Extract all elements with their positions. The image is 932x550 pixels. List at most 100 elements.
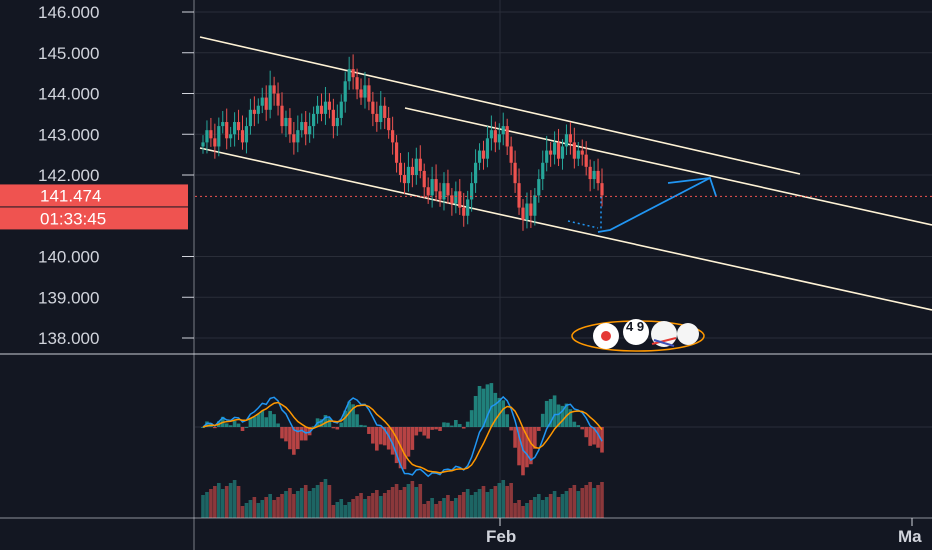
macd-hist-bar bbox=[513, 427, 517, 448]
macd-hist-bar bbox=[367, 427, 371, 434]
candle-body bbox=[225, 122, 229, 139]
volume-bar bbox=[240, 506, 245, 518]
macd-hist-bar bbox=[402, 427, 407, 470]
macd-hist-bar bbox=[339, 422, 344, 427]
candle-body bbox=[501, 126, 505, 135]
candle-body bbox=[339, 101, 343, 118]
candle-body bbox=[533, 195, 537, 216]
volume-bar bbox=[446, 495, 450, 518]
candle-body bbox=[418, 158, 422, 171]
macd-hist-bar bbox=[592, 427, 596, 445]
candle-body bbox=[276, 93, 280, 106]
volume-bar bbox=[509, 483, 513, 518]
projection-arrow[interactable] bbox=[567, 176, 717, 233]
candle-body bbox=[304, 122, 308, 135]
volume-bar bbox=[209, 489, 213, 518]
macd-hist-bar bbox=[481, 388, 486, 427]
candle-body bbox=[466, 199, 470, 216]
candle-body bbox=[221, 122, 225, 127]
candle-body bbox=[406, 166, 411, 184]
volume-bar bbox=[382, 493, 387, 518]
volume-bar bbox=[347, 502, 351, 518]
volume-bar bbox=[414, 487, 419, 518]
macd-hist-bar bbox=[525, 427, 529, 468]
volume-bar bbox=[580, 488, 585, 518]
time-axis[interactable]: Feb Ma bbox=[486, 518, 922, 546]
candle-body bbox=[525, 203, 529, 220]
candle-body bbox=[422, 170, 426, 188]
candle-body bbox=[284, 117, 288, 127]
volume-bar bbox=[390, 487, 395, 518]
macd-hist-bar bbox=[580, 427, 585, 430]
volume-bar bbox=[533, 497, 537, 518]
macd-hist-bar bbox=[323, 415, 328, 427]
macd-hist-bar bbox=[256, 413, 261, 427]
japan-flag-dot bbox=[601, 331, 611, 341]
countdown-label: 01:33:45 bbox=[40, 209, 106, 228]
volume-bar bbox=[548, 494, 553, 518]
event-badge[interactable]: 4 9 bbox=[571, 319, 705, 352]
volume-bar bbox=[327, 485, 332, 518]
volume-bar bbox=[331, 505, 336, 518]
volume-bar bbox=[394, 484, 399, 518]
candle-body bbox=[481, 150, 486, 159]
candle-body bbox=[363, 85, 367, 98]
macd-line bbox=[202, 395, 603, 478]
macd-hist-bar bbox=[232, 421, 237, 427]
volume-bar bbox=[434, 504, 438, 518]
candle-body bbox=[545, 150, 549, 163]
volume-bar bbox=[505, 486, 509, 518]
macd-hist-bar bbox=[414, 427, 419, 436]
macd-pane[interactable] bbox=[195, 383, 932, 478]
volume-bar bbox=[584, 485, 588, 518]
volume-bar bbox=[355, 496, 359, 518]
macd-hist-bar bbox=[446, 422, 450, 427]
candle-body bbox=[552, 142, 557, 155]
candle-body bbox=[513, 162, 517, 184]
volume-bar bbox=[236, 486, 241, 518]
projection-guide bbox=[567, 220, 599, 229]
projection-arrowhead bbox=[667, 177, 711, 184]
volume-bar bbox=[588, 482, 592, 518]
y-axis[interactable]: 146.000 145.000 144.000 143.000 142.000 140.0… bbox=[38, 3, 194, 348]
volume-bar bbox=[576, 491, 581, 518]
candle-body bbox=[383, 105, 387, 118]
macd-hist-bar bbox=[382, 427, 387, 446]
candle-body bbox=[497, 134, 501, 143]
volume-bar bbox=[288, 488, 292, 518]
macd-hist-bar bbox=[505, 414, 509, 427]
candle-body bbox=[359, 89, 363, 98]
candle-body bbox=[493, 130, 497, 143]
volume-bar bbox=[473, 492, 478, 518]
candle-body bbox=[458, 191, 462, 208]
macd-hist-bar bbox=[201, 427, 205, 428]
macd-hist-bar bbox=[434, 427, 438, 430]
channel-line[interactable] bbox=[199, 147, 932, 311]
candle-body bbox=[315, 105, 320, 114]
macd-hist-bar bbox=[596, 427, 600, 448]
channel-line[interactable] bbox=[199, 36, 801, 175]
volume-bar bbox=[493, 486, 498, 518]
macd-hist-bar bbox=[252, 416, 257, 427]
candle-body bbox=[394, 142, 399, 163]
candle-body bbox=[391, 130, 395, 143]
candle-body bbox=[450, 195, 454, 204]
channel-lines[interactable] bbox=[199, 36, 932, 311]
candle-body bbox=[398, 162, 403, 175]
macd-hist-bar bbox=[473, 395, 478, 427]
macd-hist-bar bbox=[394, 427, 399, 464]
volume-bar bbox=[260, 500, 265, 518]
channel-line[interactable] bbox=[404, 107, 932, 226]
volume-bar bbox=[426, 501, 430, 518]
macd-hist-bar bbox=[331, 427, 336, 429]
macd-hist-bar bbox=[517, 427, 521, 466]
projection-path[interactable] bbox=[597, 176, 717, 233]
volume-bar bbox=[438, 501, 442, 518]
macd-hist-bar bbox=[248, 417, 253, 427]
volume-bar bbox=[529, 500, 533, 518]
volume-bar bbox=[442, 498, 446, 518]
volume-bar bbox=[525, 503, 529, 518]
event-count-label: 4 9 bbox=[626, 319, 644, 334]
